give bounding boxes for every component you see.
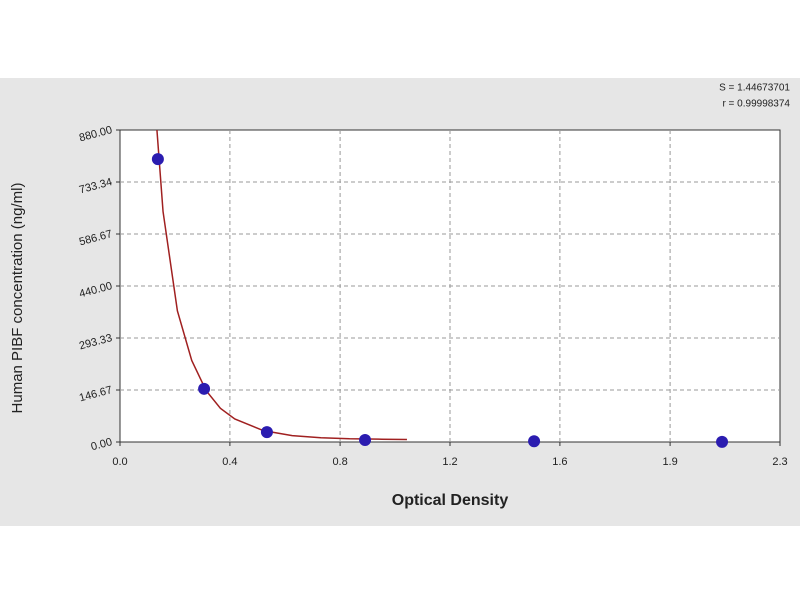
data-point bbox=[359, 434, 372, 447]
y-axis-label: Human PIBF concentration (ng/ml) bbox=[9, 183, 26, 414]
x-tick-label: 0.4 bbox=[222, 456, 237, 468]
data-point bbox=[198, 382, 211, 395]
x-tick-label: 1.6 bbox=[552, 456, 567, 468]
x-tick-label: 0.0 bbox=[112, 456, 127, 468]
fit-curve bbox=[156, 130, 407, 441]
x-tick-label: 1.9 bbox=[662, 456, 677, 468]
data-point bbox=[151, 153, 164, 166]
annotation: S = 1.44673701 bbox=[719, 83, 790, 94]
x-axis-label: Optical Density bbox=[392, 492, 509, 509]
x-tick-label: 2.3 bbox=[772, 456, 787, 468]
y-tick-label: 0.00 bbox=[90, 436, 114, 453]
x-tick-label: 0.8 bbox=[332, 456, 347, 468]
plot-clip bbox=[156, 130, 407, 441]
data-point bbox=[260, 426, 273, 439]
data-point bbox=[528, 435, 541, 448]
annotation: r = 0.99998374 bbox=[722, 99, 790, 110]
data-point bbox=[716, 435, 729, 448]
x-tick-label: 1.2 bbox=[442, 456, 457, 468]
